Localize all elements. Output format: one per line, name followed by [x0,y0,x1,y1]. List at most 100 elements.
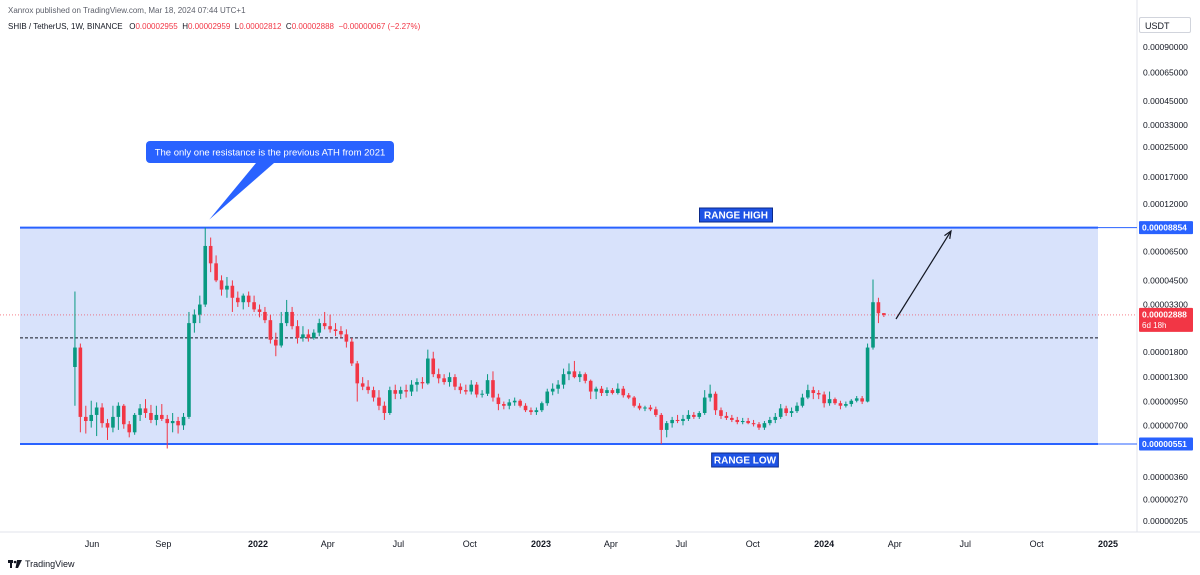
candle-body [632,397,636,406]
candle-body [317,323,322,333]
candle-body [127,424,132,433]
candle-body [496,397,501,405]
candle-body [507,402,512,406]
price-tick-label: 0.00000360 [1143,472,1188,482]
candle-body [344,334,349,342]
candle-body [512,400,517,403]
candle-body [290,311,294,327]
time-tick-label: Jun [85,539,100,549]
ath-callout-pointer [209,163,274,220]
candle-body [534,410,539,413]
candle-body [735,419,740,423]
candle-body [806,390,810,398]
candle-body [724,415,729,418]
candle-body [502,404,506,406]
candle-body [491,380,495,398]
candle-body [740,421,745,423]
candle-body [377,397,381,406]
price-tick-label: 0.00000950 [1143,397,1188,407]
price-tick-label: 0.00012000 [1143,199,1188,209]
candle-body [485,380,490,394]
candle-body [626,395,631,398]
candle-body [203,245,208,305]
footer-brand-label: TradingView [25,559,75,569]
candle-body [398,390,403,394]
candle-body [464,390,468,392]
candle-body [768,419,772,424]
candle-body [360,383,365,387]
range-box [20,227,1098,444]
candle-body [545,391,550,404]
time-tick-label: 2022 [248,539,268,549]
ath-callout-text: The only one resistance is the previous … [155,148,386,159]
candle-body [192,314,197,324]
range-low-label-text: RANGE LOW [714,456,777,467]
candle-body [789,411,794,414]
price-tick-label: 0.00090000 [1143,42,1188,52]
candle-body [838,403,843,406]
time-tick-label: Jul [393,539,405,549]
candle-body [160,414,164,419]
candle-body [284,311,289,324]
range-high-axis-label-box [1139,221,1193,235]
candle-body [246,295,251,303]
open-value: 0.00002955 [135,22,178,31]
candle-body [154,414,159,420]
candle-body [469,384,474,392]
candle-body [778,408,783,417]
candle-body [637,405,642,409]
candle-body [784,408,788,414]
candle-body [431,358,436,375]
candle-body [426,358,430,384]
candle-body [692,414,696,417]
time-tick-label: 2023 [531,539,551,549]
candle-body [816,393,821,395]
candle-body [610,390,615,394]
candle-body [730,417,734,420]
candle-body [800,397,805,406]
candle-body [366,386,370,391]
candle-body [529,410,533,413]
candle-body [393,390,398,394]
candle-body [654,409,658,415]
range-low-axis-label-text: 0.00000551 [1142,439,1187,449]
candle-body [252,302,256,310]
candle-body [474,384,479,395]
range-low-label-box [711,452,779,468]
currency-selector[interactable]: USDT [1139,17,1191,33]
candle-body [523,405,528,411]
candle-body [550,388,555,392]
candle-body [355,363,360,384]
change-value: −0.00000067 (−2.27%) [338,22,421,31]
footer-brand[interactable]: TradingView [8,559,75,569]
candle-body [322,323,327,327]
candle-body [583,374,588,381]
candle-body [388,390,392,414]
candle-body [105,423,110,428]
candle-body [561,374,566,385]
candle-body [871,302,875,348]
candle-body [306,334,311,338]
candle-body [230,285,235,298]
candle-body [599,388,604,394]
candle-body [312,332,316,338]
range-high-label-box [699,207,773,223]
projection-arrow-line [895,230,952,320]
candle-body [350,341,354,364]
time-tick-label: Jul [676,539,688,549]
time-tick-label: Apr [888,539,902,549]
candle-body [301,334,305,338]
candle-body [458,386,463,391]
candle-body [686,414,691,419]
close-value: 0.00002888 [291,22,334,31]
candle-body [442,378,446,383]
candle-body [181,416,186,426]
candle-body [762,423,767,428]
projection-arrow-head [944,229,952,239]
candle-body [713,393,718,411]
candle-body [73,347,77,368]
candle-body [187,323,191,417]
candle-body [236,297,240,303]
symbol-label[interactable]: SHIB / TetherUS, 1W, BINANCE [8,22,123,31]
